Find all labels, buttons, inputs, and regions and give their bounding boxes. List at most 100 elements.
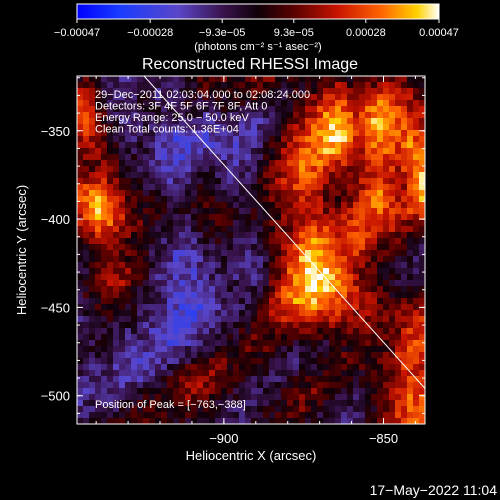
heatmap-cell xyxy=(413,76,420,83)
heatmap-cell xyxy=(233,94,240,101)
heatmap-cell xyxy=(239,340,246,347)
heatmap-cell xyxy=(215,322,222,329)
heatmap-cell xyxy=(227,322,234,329)
heatmap-cell xyxy=(197,340,204,347)
heatmap-cell xyxy=(413,220,420,227)
heatmap-cell xyxy=(143,334,150,341)
heatmap-cell xyxy=(263,124,270,131)
heatmap-cell xyxy=(239,382,246,389)
heatmap-cell xyxy=(239,160,246,167)
heatmap-cell xyxy=(89,280,96,287)
heatmap-cell xyxy=(95,322,102,329)
heatmap-cell xyxy=(227,298,234,305)
heatmap-cell xyxy=(245,286,252,293)
heatmap-cell xyxy=(203,202,210,209)
heatmap-cell xyxy=(119,106,126,113)
heatmap-cell xyxy=(395,184,402,191)
heatmap-cell xyxy=(173,76,180,83)
heatmap-cell xyxy=(251,208,258,215)
heatmap-cell xyxy=(299,148,306,155)
heatmap-cell xyxy=(407,88,414,95)
heatmap-cell xyxy=(353,340,360,347)
heatmap-cell xyxy=(335,112,342,119)
heatmap-cell xyxy=(119,244,126,251)
heatmap-cell xyxy=(365,106,372,113)
heatmap-cell xyxy=(203,226,210,233)
heatmap-cell xyxy=(239,370,246,377)
heatmap-cell xyxy=(161,208,168,215)
heatmap-cell xyxy=(359,400,366,407)
heatmap-cell xyxy=(317,418,324,424)
heatmap-cell xyxy=(203,310,210,317)
heatmap-cell xyxy=(365,394,372,401)
heatmap-cell xyxy=(341,106,348,113)
heatmap-cell xyxy=(215,118,222,125)
heatmap-cell xyxy=(179,202,186,209)
heatmap-cell xyxy=(419,124,425,131)
heatmap-cell xyxy=(347,322,354,329)
x-axis-ticks: −900−850−800 xyxy=(95,76,416,446)
heatmap-cell xyxy=(209,268,216,275)
heatmap-cell xyxy=(275,388,282,395)
heatmap-cell xyxy=(407,358,414,365)
heatmap-cell xyxy=(299,286,306,293)
heatmap-cell xyxy=(269,412,276,419)
heatmap-cell xyxy=(185,412,192,419)
heatmap-cell xyxy=(131,226,138,233)
heatmap-cell xyxy=(395,268,402,275)
heatmap-cell xyxy=(155,196,162,203)
heatmap-cell xyxy=(419,160,425,167)
heatmap-cell xyxy=(191,220,198,227)
heatmap-cell xyxy=(83,94,90,101)
heatmap-cell xyxy=(329,322,336,329)
heatmap-cell xyxy=(95,382,102,389)
heatmap-cell xyxy=(95,256,102,263)
heatmap-cell xyxy=(287,160,294,167)
heatmap-cell xyxy=(299,136,306,143)
heatmap-cell xyxy=(341,358,348,365)
heatmap-cell xyxy=(305,226,312,233)
heatmap-cell xyxy=(257,244,264,251)
heatmap-cell xyxy=(143,214,150,221)
heatmap-cell xyxy=(311,256,318,263)
heatmap-cell xyxy=(323,370,330,377)
heatmap-cell xyxy=(407,94,414,101)
heatmap-cell xyxy=(347,82,354,89)
heatmap-cell xyxy=(305,280,312,287)
heatmap-cell xyxy=(335,298,342,305)
heatmap-cell xyxy=(275,280,282,287)
heatmap-cell xyxy=(215,160,222,167)
heatmap-cell xyxy=(257,208,264,215)
heatmap-cell xyxy=(113,304,120,311)
heatmap-cell xyxy=(407,292,414,299)
heatmap-cell xyxy=(353,274,360,281)
heatmap-cell xyxy=(197,316,204,323)
heatmap-cell xyxy=(179,364,186,371)
heatmap-cell xyxy=(119,268,126,275)
heatmap-cell xyxy=(269,88,276,95)
heatmap-cell xyxy=(125,136,132,143)
heatmap-cell xyxy=(233,136,240,143)
heatmap-cell xyxy=(119,250,126,257)
heatmap-cell xyxy=(281,220,288,227)
heatmap-cell xyxy=(341,388,348,395)
heatmap-cell xyxy=(281,376,288,383)
heatmap-cell xyxy=(137,136,144,143)
heatmap-cell xyxy=(179,328,186,335)
heatmap-cell xyxy=(101,310,108,317)
heatmap-cell xyxy=(227,328,234,335)
heatmap-cell xyxy=(137,148,144,155)
heatmap-cell xyxy=(77,388,84,395)
heatmap-cell xyxy=(365,334,372,341)
heatmap-cell xyxy=(341,364,348,371)
heatmap-cell xyxy=(287,364,294,371)
heatmap-cell xyxy=(353,304,360,311)
heatmap-cell xyxy=(239,286,246,293)
heatmap-cell xyxy=(197,400,204,407)
heatmap-cell xyxy=(107,286,114,293)
heatmap-cell xyxy=(227,130,234,137)
heatmap-cell xyxy=(95,160,102,167)
heatmap-cell xyxy=(215,232,222,239)
heatmap-cell xyxy=(149,352,156,359)
heatmap-cell xyxy=(221,160,228,167)
